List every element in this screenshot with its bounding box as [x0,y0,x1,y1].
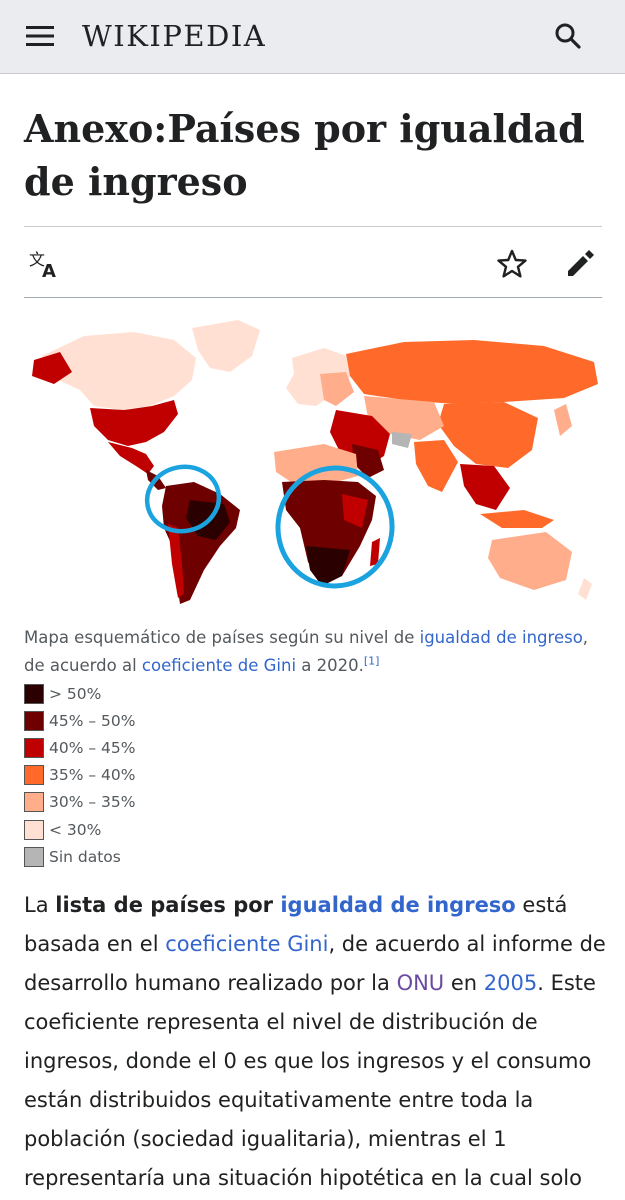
edit-button[interactable] [560,244,600,284]
legend-item: Sin datos [24,843,224,870]
legend-swatch [24,710,44,731]
gini-world-map[interactable] [24,314,602,610]
menu-button[interactable] [14,16,66,56]
legend-swatch [24,683,44,704]
paragraph-text: en [444,971,484,995]
legend-swatch [24,819,44,840]
link-igualdad-de-ingreso-body[interactable]: igualdad de ingreso [280,893,515,917]
map-indonesia [480,510,554,528]
map-greenland [192,320,260,372]
legend-label: Sin datos [49,847,121,866]
map-usa [90,400,178,446]
paragraph-text: , de acuerdo al informe de desarrollo hu… [24,932,606,995]
title-divider [24,226,602,227]
pencil-icon [568,250,594,276]
caption-text: a 2020. [296,656,364,675]
map-europe-east [320,372,354,406]
legend-swatch [24,846,44,867]
legend-item: 30% – 35% [24,789,224,816]
star-icon [497,249,527,278]
map-caption: Mapa esquemático de países según su nive… [24,624,604,680]
actions-divider [24,297,602,298]
paragraph-text: La [24,893,56,917]
highlight-circle-south-america [144,464,222,534]
map-new-zealand [578,578,592,600]
page-title: Anexo:Países por igualdad de ingreso [24,106,585,204]
legend-swatch [24,765,44,786]
top-header: WIKIPEDIA [0,0,625,74]
link-coeficiente-gini[interactable]: coeficiente Gini [165,932,329,956]
map-canada [42,332,196,410]
map-no-data [392,432,412,448]
wikipedia-wordmark[interactable]: WIKIPEDIA [82,19,267,53]
map-arabia [352,444,384,478]
map-japan [554,404,572,436]
map-india [414,440,458,492]
map-russia [346,340,598,404]
map-north-africa [274,444,358,484]
article-paragraph: La lista de países por igualdad de ingre… [24,886,609,1198]
legend-item: > 50% [24,680,224,707]
map-se-asia [460,464,510,510]
hamburger-menu-icon [26,26,54,46]
search-button[interactable] [545,14,591,58]
caption-text: , de acuerdo al [24,628,589,675]
legend-swatch [24,792,44,813]
legend-label: > 50% [49,684,102,703]
legend-label: 35% – 40% [49,766,136,785]
legend-swatch [24,737,44,758]
bold-text: lista de países por [55,893,281,917]
legend-item: < 30% [24,816,224,843]
legend-item: 45% – 50% [24,707,224,734]
search-icon [555,23,581,49]
legend-item: 35% – 40% [24,762,224,789]
map-alaska [32,352,72,384]
map-east-africa [342,494,368,528]
highlight-circle-africa [275,465,395,589]
legend-item: 40% – 45% [24,734,224,761]
map-madagascar [370,538,380,566]
paragraph-text: está basada en el [24,893,568,956]
map-legend: > 50% 45% – 50% 40% – 45% 35% – 40% 30% … [24,680,224,870]
map-mexico [108,442,154,474]
language-button[interactable]: 文 A [24,244,64,284]
legend-label: 45% – 50% [49,711,136,730]
link-onu[interactable]: ONU [396,971,445,995]
map-southern-africa [306,546,350,586]
legend-label: 30% – 35% [49,793,136,812]
map-australia [488,532,572,590]
caption-text: Mapa esquemático de países según su nive… [24,628,420,647]
link-coeficiente-de-gini[interactable]: coeficiente de Gini [141,656,297,675]
legend-label: < 30% [49,820,102,839]
link-igualdad-de-ingreso[interactable]: igualdad de ingreso [419,628,583,647]
watch-button[interactable] [492,244,532,284]
legend-label: 40% – 45% [49,738,136,757]
bold-link-text[interactable]: igualdad de ingreso [280,893,516,917]
map-andes [168,524,184,598]
link-2005[interactable]: 2005 [483,971,538,995]
map-china [438,402,538,468]
paragraph-text: . Este coeficiente representa el nivel d… [24,971,596,1190]
svg-text:文: 文 [29,250,45,269]
reference-link[interactable]: [1] [363,654,380,668]
translate-icon: 文 A [29,250,56,279]
svg-text:A: A [42,261,56,279]
